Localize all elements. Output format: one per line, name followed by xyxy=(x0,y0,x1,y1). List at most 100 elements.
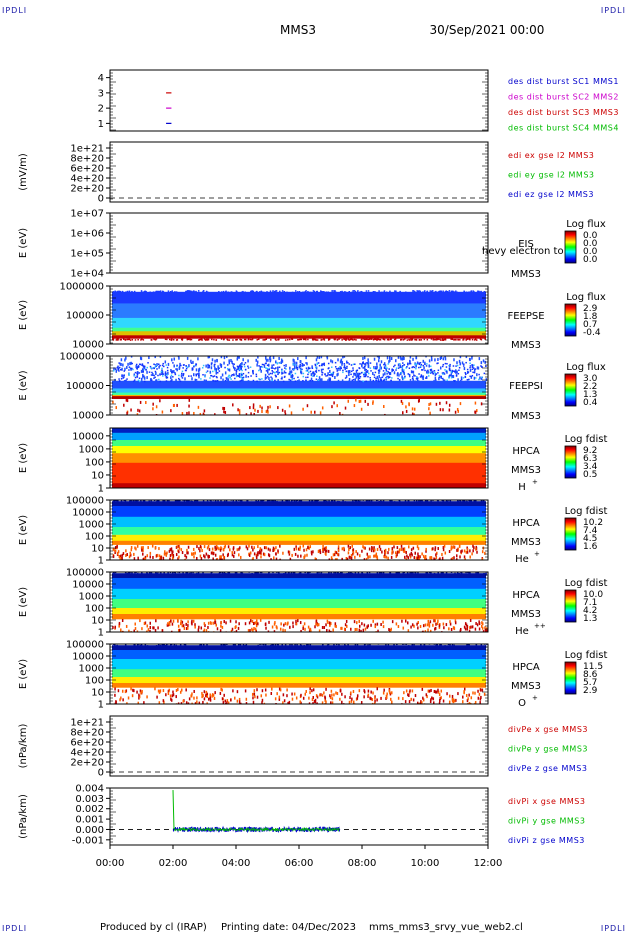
spectrogram-pixel xyxy=(180,622,182,626)
spectrogram-pixel xyxy=(199,549,201,553)
spectrogram-pixel xyxy=(478,620,480,624)
spectrogram-pixel xyxy=(314,635,316,638)
spectrogram-pixel xyxy=(177,628,180,632)
spectrogram-pixel xyxy=(358,372,360,376)
spectrogram-pixel xyxy=(118,290,121,293)
spectrogram-pixel xyxy=(322,416,324,419)
spectrogram-pixel xyxy=(258,369,260,372)
spectrogram-pixel xyxy=(128,567,130,570)
spectrogram-pixel xyxy=(482,359,485,363)
spectrogram-pixel xyxy=(354,373,357,377)
spectrogram-pixel xyxy=(425,558,428,560)
spectrogram-pixel xyxy=(266,375,269,378)
spectrogram-pixel xyxy=(186,425,188,427)
spectrogram-pixel xyxy=(160,428,163,430)
spectrogram-pixel xyxy=(308,572,310,575)
spectrogram-pixel xyxy=(186,572,189,574)
spectrogram-pixel xyxy=(440,569,442,572)
spectrogram-pixel xyxy=(425,489,427,491)
spectrogram-pixel xyxy=(415,363,418,365)
spectrogram-pixel xyxy=(163,489,165,491)
spectrogram-pixel xyxy=(164,550,166,554)
spectrogram-pixel xyxy=(146,572,148,575)
spectrogram-pixel xyxy=(415,364,417,368)
spectrogram-pixel xyxy=(258,338,260,341)
spectrogram-band xyxy=(112,527,486,536)
spectrogram-pixel xyxy=(305,494,307,497)
spectrogram-pixel xyxy=(155,619,157,623)
spectrogram-pixel xyxy=(344,501,347,505)
spectrogram-pixel xyxy=(165,380,168,382)
spectrogram-pixel xyxy=(153,338,155,340)
spectrogram-pixel xyxy=(178,378,181,381)
spectrogram-pixel xyxy=(418,363,421,366)
spectrogram-pixel xyxy=(213,380,215,382)
spectrogram-pixel xyxy=(123,417,125,420)
spectrogram-pixel xyxy=(299,365,301,367)
spectrogram-pixel xyxy=(401,357,404,361)
spectrogram-pixel xyxy=(466,546,468,550)
spectrogram-pixel xyxy=(227,545,230,549)
spectrogram-pixel xyxy=(138,409,141,413)
spectrogram-pixel xyxy=(345,565,347,568)
spectrogram-pixel xyxy=(327,291,329,293)
spectrogram-pixel xyxy=(262,500,264,503)
spectrogram-pixel xyxy=(237,626,240,630)
spectrogram-pixel xyxy=(356,568,358,571)
spectrogram-pixel xyxy=(227,495,229,498)
spectrogram-pixel xyxy=(376,555,378,559)
spectrogram-pixel xyxy=(162,638,164,641)
spectrogram-pixel xyxy=(271,364,273,368)
spectrogram-pixel xyxy=(367,500,369,503)
spectrogram-pixel xyxy=(425,547,427,551)
spectrogram-pixel xyxy=(130,426,132,428)
colorbar-title: Log fdist xyxy=(565,578,608,589)
spectrogram-pixel xyxy=(156,363,158,367)
spectrogram-pixel xyxy=(128,708,130,711)
spectrogram-pixel xyxy=(378,421,380,424)
spectrogram-pixel xyxy=(299,572,302,575)
spectrogram-pixel xyxy=(422,375,425,379)
spectrogram-pixel xyxy=(417,620,420,624)
spectrogram-pixel xyxy=(378,338,381,341)
spectrogram-pixel xyxy=(246,566,248,569)
spectrogram-pixel xyxy=(459,356,462,359)
spectrogram-pixel xyxy=(372,549,375,553)
spectrogram-pixel xyxy=(422,359,425,363)
spectrogram-pixel xyxy=(457,500,459,503)
spectrogram-pixel xyxy=(330,572,332,575)
spectrogram-pixel xyxy=(402,370,405,372)
spectrogram-pixel xyxy=(150,367,152,369)
spectrogram-pixel xyxy=(294,290,297,292)
spectrogram-pixel xyxy=(356,291,359,293)
spectrogram-pixel xyxy=(412,378,414,382)
spectrogram-pixel xyxy=(322,549,324,553)
spectrogram-pixel xyxy=(327,362,330,365)
spectrogram-pixel xyxy=(202,637,204,640)
spectrogram-pixel xyxy=(356,627,358,631)
spectrogram-pixel xyxy=(282,628,284,632)
spectrogram-pixel xyxy=(179,628,181,632)
spectrogram-pixel xyxy=(196,565,198,568)
spectrogram-pixel xyxy=(132,496,134,499)
spectrogram-pixel xyxy=(304,572,306,574)
spectrogram-pixel xyxy=(198,625,200,629)
spectrogram-pixel xyxy=(181,412,184,415)
spectrogram-pixel xyxy=(402,411,404,415)
spectrogram-pixel xyxy=(207,489,209,491)
spectrogram-pixel xyxy=(441,372,444,374)
spectrogram-pixel xyxy=(416,377,419,380)
spectrogram-pixel xyxy=(240,496,242,499)
spectrogram-pixel xyxy=(178,500,181,503)
spectrogram-pixel xyxy=(248,544,250,548)
spectrogram-pixel xyxy=(437,632,439,635)
spectrogram-pixel xyxy=(439,366,442,370)
spectrogram-pixel xyxy=(180,372,183,375)
spectrogram-pixel xyxy=(164,373,167,377)
spectrogram-pixel xyxy=(162,500,164,503)
spectrogram-pixel xyxy=(445,632,447,635)
spectrogram-pixel xyxy=(395,369,397,371)
spectrogram-pixel xyxy=(442,500,444,503)
spectrogram-pixel xyxy=(112,339,115,341)
spectrogram-pixel xyxy=(442,377,444,380)
